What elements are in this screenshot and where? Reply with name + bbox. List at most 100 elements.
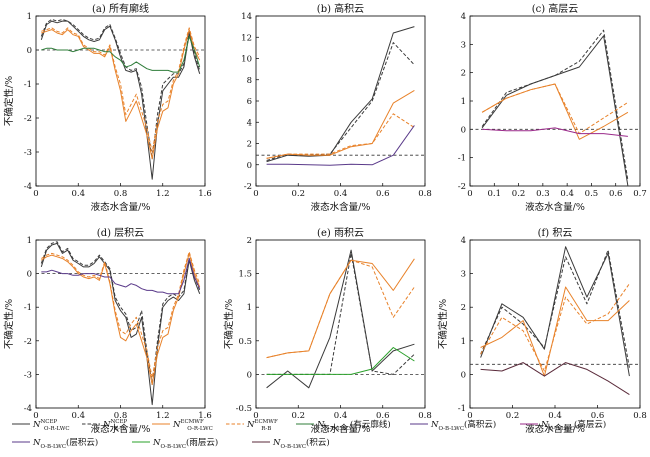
y-tick-label: -4 — [24, 404, 32, 414]
plot-frame — [35, 15, 206, 187]
series-line-2 — [480, 286, 630, 377]
y-tick-label: -1 — [458, 154, 466, 164]
x-tick-label: 0.8 — [114, 189, 128, 199]
legend-label: NECMWF O-R-LWC — [172, 419, 213, 432]
y-tick-label: 3 — [461, 270, 466, 280]
series-line-1 — [480, 249, 630, 368]
series-line-4 — [266, 347, 415, 375]
series-line-3 — [480, 283, 630, 372]
y-tick-label: 14 — [241, 12, 252, 22]
y-axis-label: 不确定性/% — [3, 299, 15, 349]
legend-item-7: NO-B-LWC(层积云) — [12, 437, 98, 450]
y-tick-label: 2 — [247, 236, 252, 246]
series-line-4 — [266, 125, 415, 166]
x-tick-label: 0.6 — [376, 411, 390, 421]
y-tick-label: 2 — [247, 140, 252, 150]
plot-area — [256, 249, 425, 389]
panel-title: (a) 所有廓线 — [92, 2, 149, 15]
y-tick-label: 1 — [27, 12, 32, 22]
legend-item-5: NO-B-LWC(高积云) — [410, 419, 496, 432]
series-line-2 — [266, 258, 415, 359]
x-tick-label: 1.2 — [156, 189, 170, 199]
panel-3: (d) 层积云 0 0.4 0.8 1.2 1.6 -4 -3 -2 -1 0 1 液态水含量/% 不确定… — [3, 227, 212, 435]
series-line-4 — [41, 258, 201, 295]
plot-frame — [35, 239, 206, 409]
x-tick-label: 0.6 — [609, 189, 623, 199]
y-axis-label: 不确定性/% — [3, 76, 15, 126]
series-line-1 — [40, 18, 201, 160]
x-tick-label: 0.2 — [291, 411, 305, 421]
x-tick-label: 0.2 — [506, 411, 520, 421]
y-tick-label: 0 — [461, 370, 466, 380]
plot-frame — [255, 15, 426, 187]
series-line-0 — [481, 35, 629, 186]
x-tick-label: 0.8 — [114, 411, 128, 421]
x-tick-label: 0.8 — [633, 411, 647, 421]
series-line-3 — [41, 251, 201, 379]
x-tick-label: 0.2 — [291, 189, 305, 199]
x-tick-label: 0.4 — [71, 189, 85, 199]
legend-item-6: NO-B-LWC(高层云) — [520, 419, 606, 432]
x-tick-label: 0.6 — [376, 189, 390, 199]
series-line-0 — [40, 242, 201, 406]
legend-label: NNCEP O-R-LWC — [32, 419, 70, 432]
y-tick-label: 1 — [27, 236, 32, 246]
y-tick-label: 0 — [461, 125, 466, 135]
legend-item-0: NNCEP O-R-LWC — [12, 419, 70, 432]
x-axis-label: 液态水含量/% — [91, 201, 151, 213]
y-tick-label: 8 — [247, 76, 252, 86]
x-tick-label: 1.2 — [156, 411, 170, 421]
plot-area — [470, 246, 640, 396]
panel-0: (a) 所有廓线 0 0.4 0.8 1.2 1.6 -4 -3 -2 -1 0 1 液态水含量/% 不确… — [3, 2, 212, 213]
y-tick-label: -0.5 — [236, 404, 252, 414]
legend-item-9: NO-B-LWC(积云) — [252, 437, 330, 450]
legend-item-8: NO-B-LWC(雨层云) — [132, 437, 218, 450]
x-tick-label: 0.8 — [418, 189, 432, 199]
series-line-1 — [40, 241, 201, 385]
x-axis-label: 液态水含量/% — [311, 423, 371, 435]
series-line-0 — [266, 249, 415, 389]
plot-frame — [469, 239, 641, 409]
y-tick-label: 1 — [461, 337, 466, 347]
y-tick-label: 3 — [461, 40, 466, 50]
x-tick-label: 1.6 — [198, 411, 212, 421]
series-line-2 — [41, 29, 201, 160]
y-tick-label: 6 — [247, 97, 252, 107]
x-tick-label: 0.4 — [71, 411, 85, 421]
y-tick-label: 4 — [461, 12, 466, 22]
x-tick-label: 0 — [33, 189, 38, 199]
x-tick-label: 0 — [253, 411, 258, 421]
series-line-1 — [481, 29, 629, 181]
y-tick-label: -1 — [458, 404, 466, 414]
series-line-0 — [40, 20, 201, 180]
y-tick-label: 0 — [247, 161, 252, 171]
y-tick-label: 1 — [461, 97, 466, 107]
panel-title: (d) 层积云 — [97, 227, 144, 239]
y-tick-label: 4 — [461, 236, 466, 246]
y-tick-label: 0.5 — [238, 337, 252, 347]
x-tick-label: 0.2 — [512, 189, 526, 199]
plot-frame — [255, 239, 426, 409]
y-axis-label: 不确定性/% — [223, 299, 235, 349]
x-axis-label: 液态水含量/% — [525, 201, 585, 213]
y-tick-label: -2 — [24, 114, 32, 124]
series-line-1 — [266, 42, 415, 161]
x-tick-label: 0.6 — [591, 411, 605, 421]
y-tick-label: -2 — [458, 182, 466, 192]
legend-label: NO-B-LWC(高层云) — [540, 419, 606, 432]
x-tick-label: 0.4 — [334, 189, 348, 199]
panel-title: (b) 高积云 — [317, 2, 364, 15]
x-tick-label: 0.5 — [585, 189, 599, 199]
plot-area — [36, 18, 205, 180]
x-tick-label: 0.4 — [548, 411, 562, 421]
x-tick-label: 0.7 — [633, 189, 647, 199]
legend-label: NO-B-LWC(积云) — [272, 437, 330, 450]
series-line-4 — [41, 35, 201, 73]
series-line-3 — [41, 27, 201, 153]
legend-item-2: NECMWF O-R-LWC — [152, 419, 213, 432]
panel-title: (e) 雨积云 — [317, 227, 364, 239]
plot-area — [36, 241, 205, 406]
